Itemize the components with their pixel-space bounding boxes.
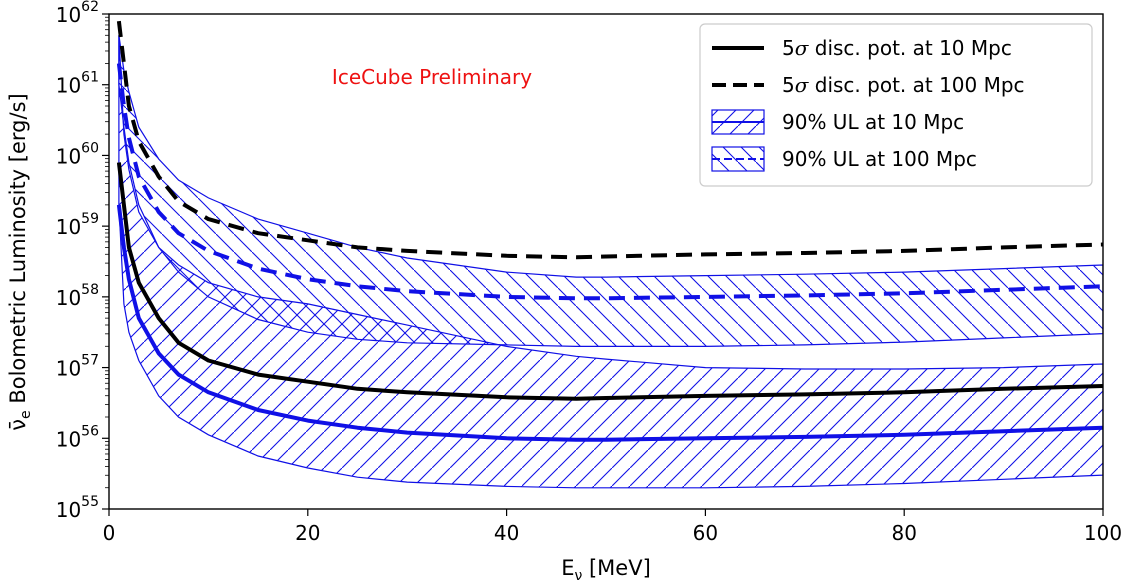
x-axis-label-main: E [561, 556, 574, 580]
x-tick-label: 40 [494, 521, 519, 545]
preliminary-annotation: IceCube Preliminary [332, 65, 532, 89]
y-axis-label-main: Bolometric Luminosity [erg/s] [6, 93, 30, 410]
y-tick-label: 1057 [56, 353, 99, 381]
y-tick-label: 1060 [56, 140, 99, 168]
line-disc10 [116, 162, 1103, 401]
y-tick-exp: 59 [81, 211, 99, 227]
x-tick-label: 0 [103, 521, 116, 545]
y-tick-label: 1056 [56, 423, 99, 451]
x-tick-label: 60 [693, 521, 718, 545]
y-tick-base: 10 [56, 498, 81, 522]
y-axis-label: ν̄e Bolometric Luminosity [erg/s] [6, 93, 34, 430]
legend: 5σ disc. pot. at 10 Mpc 5σ disc. pot. at … [699, 23, 1093, 187]
y-tick-exp: 58 [81, 282, 99, 298]
y-tick-label: 1062 [56, 0, 99, 27]
y-tick-label: 1059 [56, 211, 99, 239]
y-tick-base: 10 [56, 286, 81, 310]
y-tick-base: 10 [56, 3, 81, 27]
x-axis-label: Eν [MeV] [561, 556, 651, 584]
y-tick-exp: 62 [81, 0, 99, 15]
y-tick-base: 10 [56, 74, 81, 98]
y-tick-base: 10 [56, 427, 81, 451]
y-tick-base: 10 [56, 357, 81, 381]
uncertainty-bands [118, 35, 1103, 489]
y-tick-label: 1061 [56, 70, 99, 98]
y-tick-exp: 60 [81, 140, 99, 156]
y-tick-exp: 57 [81, 353, 99, 369]
x-axis-label-unit: [MeV] [582, 556, 650, 580]
x-tick-label: 20 [295, 521, 320, 545]
plot-frame [108, 13, 1104, 510]
y-tick-base: 10 [56, 215, 81, 239]
x-axis-label-sub: ν [574, 568, 582, 584]
y-axis-label-sub: e [18, 410, 34, 419]
legend-label-disc10: 5σ disc. pot. at 10 Mpc [782, 36, 1012, 60]
y-tick-exp: 56 [81, 423, 99, 439]
legend-label-ul10: 90% UL at 10 Mpc [782, 110, 964, 134]
y-tick-exp: 61 [81, 70, 99, 86]
line-disc100 [116, 20, 1103, 260]
y-tick-base: 10 [56, 144, 81, 168]
y-axis-label-nu: ν̄ [6, 419, 30, 431]
y-tick-label: 1058 [56, 282, 99, 310]
line-ul10 [116, 204, 1103, 442]
line-ul100 [116, 63, 1103, 301]
legend-frame [699, 23, 1093, 187]
x-axis: 0 20 40 60 80 100 [103, 509, 1122, 545]
x-tick-label: 100 [1084, 521, 1122, 545]
legend-label-ul100: 90% UL at 100 Mpc [782, 147, 977, 171]
x-tick-label: 80 [891, 521, 916, 545]
band-ul100 [118, 35, 1103, 347]
legend-label-disc100: 5σ disc. pot. at 100 Mpc [782, 73, 1025, 97]
y-tick-exp: 55 [81, 494, 99, 510]
series-lines [116, 20, 1103, 442]
y-tick-label: 1055 [56, 494, 99, 522]
